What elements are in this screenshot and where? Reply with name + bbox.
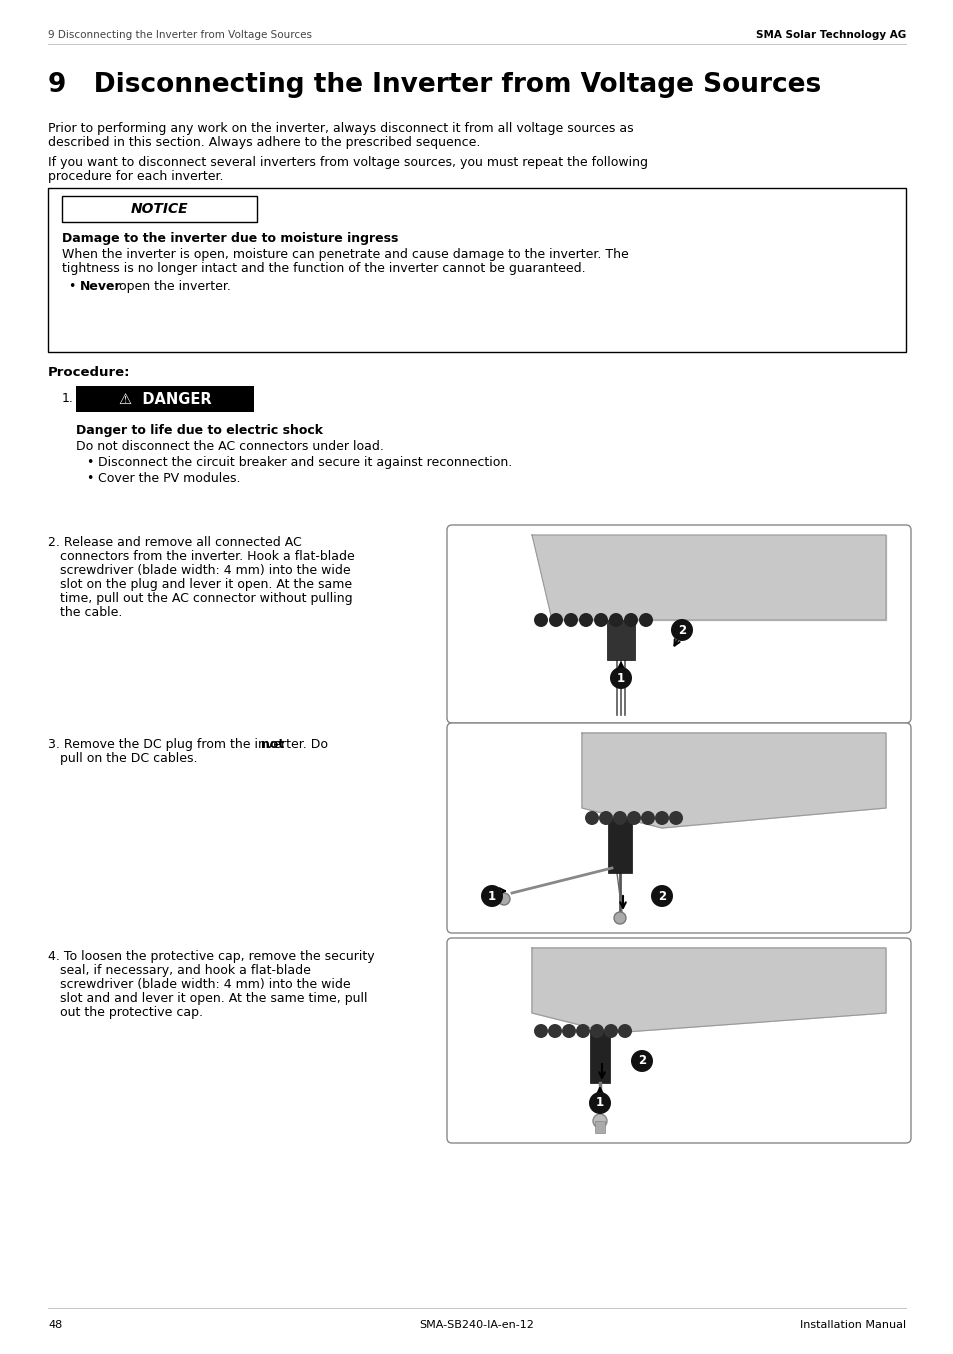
Text: Installation Manual: Installation Manual <box>799 1320 905 1330</box>
Circle shape <box>576 1024 589 1039</box>
Circle shape <box>626 811 640 825</box>
Circle shape <box>561 1024 576 1039</box>
Text: Procedure:: Procedure: <box>48 366 131 379</box>
FancyBboxPatch shape <box>447 525 910 723</box>
Text: Damage to the inverter due to moisture ingress: Damage to the inverter due to moisture i… <box>62 232 398 245</box>
Text: 9 Disconnecting the Inverter from Voltage Sources: 9 Disconnecting the Inverter from Voltag… <box>48 30 312 41</box>
Text: Cover the PV modules.: Cover the PV modules. <box>98 473 240 485</box>
Text: slot and and lever it open. At the same time, pull: slot and and lever it open. At the same … <box>48 992 367 1005</box>
Circle shape <box>608 613 622 627</box>
Circle shape <box>534 1024 547 1039</box>
Circle shape <box>497 894 510 904</box>
Text: Prior to performing any work on the inverter, always disconnect it from all volt: Prior to performing any work on the inve… <box>48 122 633 135</box>
Circle shape <box>640 811 655 825</box>
Text: Disconnect the circuit breaker and secure it against reconnection.: Disconnect the circuit breaker and secur… <box>98 456 512 468</box>
Circle shape <box>623 613 638 627</box>
Text: tightness is no longer intact and the function of the inverter cannot be guarant: tightness is no longer intact and the fu… <box>62 263 585 275</box>
Circle shape <box>593 1114 606 1128</box>
Circle shape <box>609 668 631 689</box>
FancyBboxPatch shape <box>48 188 905 352</box>
Circle shape <box>548 613 562 627</box>
Text: When the inverter is open, moisture can penetrate and cause damage to the invert: When the inverter is open, moisture can … <box>62 248 628 261</box>
Text: SMA-SB240-IA-en-12: SMA-SB240-IA-en-12 <box>419 1320 534 1330</box>
Text: 9   Disconnecting the Inverter from Voltage Sources: 9 Disconnecting the Inverter from Voltag… <box>48 72 821 97</box>
Circle shape <box>655 811 668 825</box>
Text: 1: 1 <box>617 672 624 685</box>
Bar <box>595 1121 604 1133</box>
Bar <box>607 818 631 873</box>
Text: 48: 48 <box>48 1320 62 1330</box>
Circle shape <box>578 613 593 627</box>
Circle shape <box>639 613 652 627</box>
Polygon shape <box>532 948 885 1033</box>
Text: Never: Never <box>80 280 121 292</box>
Circle shape <box>589 1024 603 1039</box>
Text: If you want to disconnect several inverters from voltage sources, you must repea: If you want to disconnect several invert… <box>48 156 647 169</box>
Text: 1: 1 <box>487 890 496 903</box>
Circle shape <box>563 613 578 627</box>
Circle shape <box>594 613 607 627</box>
Text: •: • <box>68 280 75 292</box>
Text: 1.: 1. <box>62 393 73 405</box>
FancyBboxPatch shape <box>447 723 910 933</box>
FancyBboxPatch shape <box>62 196 256 222</box>
Circle shape <box>618 1024 631 1039</box>
Text: the cable.: the cable. <box>48 607 122 619</box>
Polygon shape <box>532 535 885 620</box>
Circle shape <box>670 619 692 640</box>
Text: Danger to life due to electric shock: Danger to life due to electric shock <box>76 424 323 437</box>
Text: slot on the plug and lever it open. At the same: slot on the plug and lever it open. At t… <box>48 578 352 590</box>
Text: screwdriver (blade width: 4 mm) into the wide: screwdriver (blade width: 4 mm) into the… <box>48 565 351 577</box>
Text: 4. To loosen the protective cap, remove the security: 4. To loosen the protective cap, remove … <box>48 951 375 963</box>
Text: seal, if necessary, and hook a flat-blade: seal, if necessary, and hook a flat-blad… <box>48 964 311 978</box>
Text: •: • <box>86 456 93 468</box>
Text: 1: 1 <box>596 1097 603 1109</box>
Text: out the protective cap.: out the protective cap. <box>48 1006 203 1020</box>
Bar <box>589 1030 609 1083</box>
Text: 2. Release and remove all connected AC: 2. Release and remove all connected AC <box>48 536 301 548</box>
Circle shape <box>584 811 598 825</box>
Circle shape <box>547 1024 561 1039</box>
Circle shape <box>613 811 626 825</box>
Text: described in this section. Always adhere to the prescribed sequence.: described in this section. Always adhere… <box>48 135 480 149</box>
Circle shape <box>480 886 502 907</box>
Circle shape <box>630 1049 652 1072</box>
Circle shape <box>650 886 672 907</box>
Text: •: • <box>86 473 93 485</box>
Text: connectors from the inverter. Hook a flat-blade: connectors from the inverter. Hook a fla… <box>48 550 355 563</box>
Text: SMA Solar Technology AG: SMA Solar Technology AG <box>755 30 905 41</box>
Circle shape <box>598 811 613 825</box>
Circle shape <box>603 1024 618 1039</box>
FancyBboxPatch shape <box>76 386 253 412</box>
Text: 3. Remove the DC plug from the inverter. Do: 3. Remove the DC plug from the inverter.… <box>48 738 332 751</box>
Text: 2: 2 <box>678 623 685 636</box>
Circle shape <box>534 613 547 627</box>
Text: NOTICE: NOTICE <box>131 202 188 217</box>
Text: time, pull out the AC connector without pulling: time, pull out the AC connector without … <box>48 592 353 605</box>
Text: open the inverter.: open the inverter. <box>115 280 231 292</box>
Text: not: not <box>261 738 284 751</box>
Text: 2: 2 <box>638 1055 645 1067</box>
Bar <box>606 620 635 659</box>
Polygon shape <box>581 733 885 829</box>
FancyBboxPatch shape <box>447 938 910 1143</box>
Text: 2: 2 <box>658 890 665 903</box>
Text: screwdriver (blade width: 4 mm) into the wide: screwdriver (blade width: 4 mm) into the… <box>48 978 351 991</box>
Text: ⚠  DANGER: ⚠ DANGER <box>118 391 212 406</box>
Text: procedure for each inverter.: procedure for each inverter. <box>48 171 223 183</box>
Text: Do not disconnect the AC connectors under load.: Do not disconnect the AC connectors unde… <box>76 440 383 454</box>
Text: pull on the DC cables.: pull on the DC cables. <box>48 751 197 765</box>
Circle shape <box>614 913 625 923</box>
Circle shape <box>588 1091 610 1114</box>
Circle shape <box>668 811 682 825</box>
